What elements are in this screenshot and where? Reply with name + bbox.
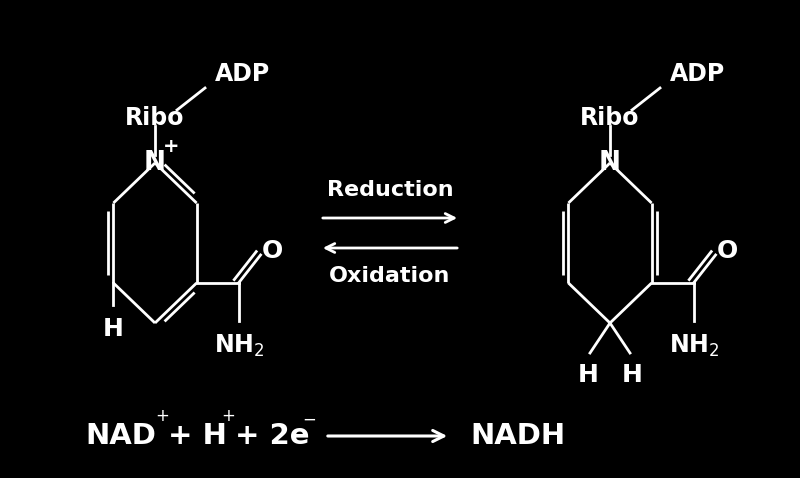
Text: +: + xyxy=(162,138,179,156)
Text: $^+$: $^+$ xyxy=(218,411,235,435)
Text: O: O xyxy=(262,239,283,263)
Text: NH$_2$: NH$_2$ xyxy=(669,333,718,359)
Text: $^-$: $^-$ xyxy=(299,414,317,438)
Text: + 2e: + 2e xyxy=(235,422,310,450)
Text: H: H xyxy=(578,363,598,387)
Text: NH$_2$: NH$_2$ xyxy=(214,333,263,359)
Text: NADH: NADH xyxy=(470,422,565,450)
Text: O: O xyxy=(717,239,738,263)
Text: H: H xyxy=(622,363,642,387)
Text: NAD: NAD xyxy=(85,422,156,450)
Text: Ribo: Ribo xyxy=(580,106,640,130)
Text: ADP: ADP xyxy=(215,62,270,86)
Text: N: N xyxy=(599,150,621,176)
Text: $^+$: $^+$ xyxy=(152,411,170,435)
Text: ADP: ADP xyxy=(670,62,726,86)
Text: Oxidation: Oxidation xyxy=(330,266,450,286)
Text: H: H xyxy=(103,317,124,341)
Text: N: N xyxy=(144,150,166,176)
Text: + H: + H xyxy=(168,422,227,450)
Text: Ribo: Ribo xyxy=(126,106,185,130)
Text: Reduction: Reduction xyxy=(326,180,454,200)
